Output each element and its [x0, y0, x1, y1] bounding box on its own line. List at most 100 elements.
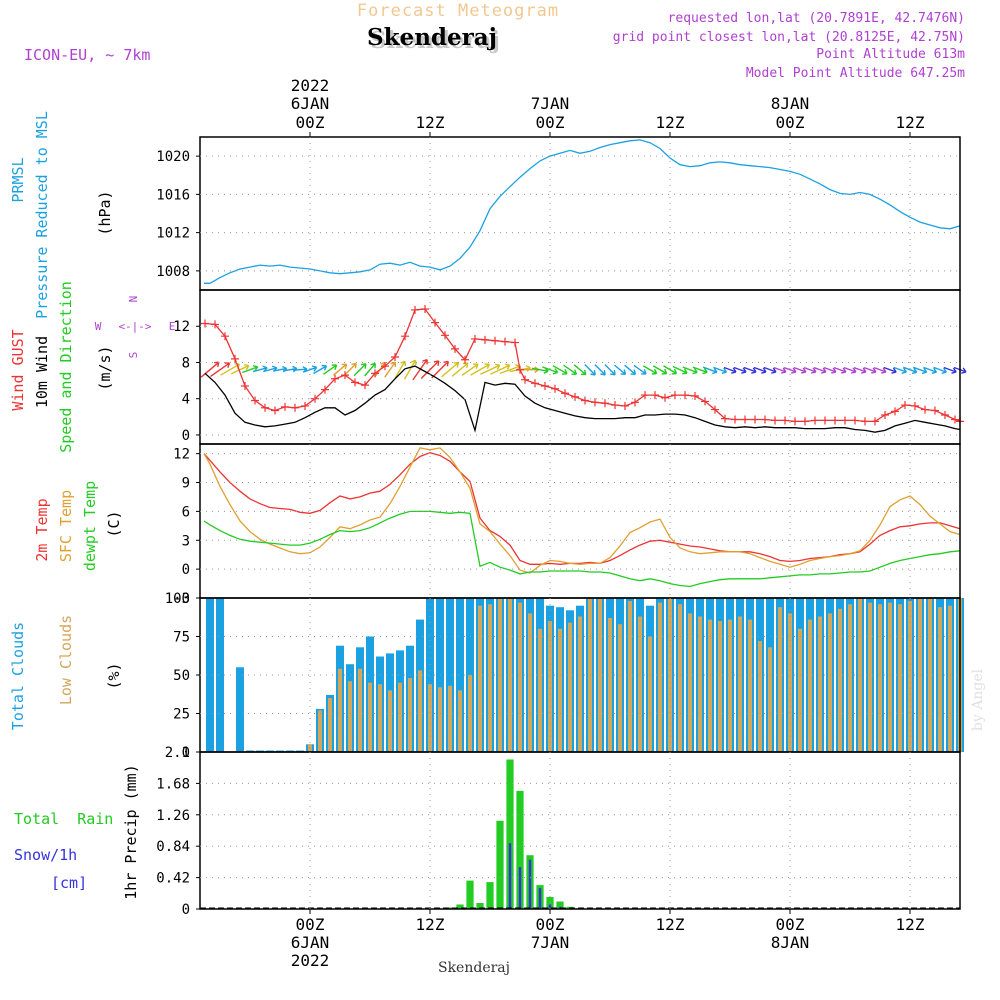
bottom-hour-label: 12Z [656, 915, 685, 934]
top-date-label: 8JAN [771, 94, 810, 113]
wind-direction-arrow [220, 363, 241, 376]
low-cloud-bar [568, 622, 572, 752]
low-cloud-bar [528, 613, 532, 752]
wind-direction-arrow [853, 366, 867, 374]
compass-indicator: N W <-|-> E S [95, 296, 176, 359]
ytick-label-clouds: 100 [165, 591, 190, 607]
low-cloud-bar [898, 604, 902, 752]
wind-direction-arrow [313, 364, 328, 375]
ytick-label-wind: 12 [173, 319, 190, 335]
gust-marker [591, 398, 599, 407]
bottom-hour-label: 12Z [416, 915, 445, 934]
gust-marker [516, 365, 524, 374]
wind-direction-arrow [823, 366, 837, 374]
series-sfc-temp [203, 447, 961, 574]
wind-direction-arrow [604, 364, 616, 376]
gust-marker [351, 378, 359, 387]
wind-direction-arrow [431, 360, 449, 379]
gust-marker [231, 354, 239, 363]
label-1hr-precip: 1hr Precip (mm) [122, 764, 140, 899]
wind-direction-arrow [490, 363, 511, 375]
ytick-label-wind: 0 [182, 428, 190, 444]
low-cloud-bar [348, 681, 352, 752]
low-cloud-bar [738, 616, 742, 752]
low-cloud-bar [358, 668, 362, 752]
low-cloud-bar [558, 628, 562, 752]
low-cloud-bar [888, 602, 892, 752]
panel-frame-precip [199, 751, 961, 910]
svg-text:(m/s): (m/s) [96, 345, 114, 390]
ytick-label-clouds: 50 [173, 668, 190, 684]
gust-marker [481, 335, 489, 344]
total-cloud-bar [236, 667, 244, 752]
low-cloud-bar [608, 618, 612, 752]
location-shadow: Skenderaj [370, 27, 500, 54]
ytick-label-temperature: 12 [173, 447, 190, 463]
gust-marker [771, 416, 779, 425]
wind-direction-arrow [833, 366, 847, 374]
series-10m-wind [204, 365, 961, 433]
low-cloud-bar [648, 636, 652, 752]
top-hour-label: 12Z [656, 113, 685, 132]
gust-marker [571, 392, 579, 401]
gust-marker [331, 374, 339, 383]
gust-marker [681, 391, 689, 400]
gust-marker [751, 415, 759, 424]
rain-bar [456, 904, 464, 909]
gust-marker [391, 353, 399, 362]
snow-bar [538, 888, 542, 909]
wind-direction-arrow [943, 366, 957, 374]
gust-marker [221, 332, 229, 341]
label-cm: [cm] [51, 874, 87, 892]
low-cloud-bar [708, 619, 712, 752]
gust-marker [261, 403, 269, 412]
low-cloud-bar [798, 628, 802, 752]
ytick-label-clouds: 0 [182, 745, 190, 761]
label-total-rain: Total Rain [14, 810, 113, 828]
total-cloud-bar [426, 598, 434, 752]
wind-direction-arrow [913, 366, 928, 375]
low-cloud-bar [748, 619, 752, 752]
total-cloud-bar [446, 598, 454, 752]
watermark: by Angel [970, 668, 986, 731]
low-cloud-bar [338, 668, 342, 752]
low-cloud-bar [368, 682, 372, 752]
wind-direction-arrow [412, 358, 428, 381]
wind-direction-arrow [480, 363, 501, 375]
bottom-hour-label: 12Z [896, 915, 925, 934]
ytick-label-precip: 0.42 [156, 871, 190, 887]
gust-marker [541, 382, 549, 391]
snow-bar [518, 867, 522, 909]
wind-direction-arrow [723, 366, 737, 374]
svg-text:Low Clouds: Low Clouds [57, 615, 75, 705]
svg-text:1hr Precip (mm): 1hr Precip (mm) [122, 764, 140, 899]
gust-marker [251, 396, 259, 405]
ytick-label-pressure: 1016 [156, 187, 190, 203]
total-cloud-bar [206, 598, 214, 752]
low-cloud-bar [408, 678, 412, 752]
top-hour-label: 00Z [776, 113, 805, 132]
panel-frame-pressure [199, 136, 961, 291]
gust-marker [901, 401, 909, 410]
wind-direction-arrow [441, 361, 460, 378]
gust-marker [731, 415, 739, 424]
bottom-hour-label: 00Z [776, 915, 805, 934]
wind-direction-arrow [353, 363, 367, 377]
low-cloud-bar [618, 624, 622, 752]
wind-direction-arrow [624, 364, 637, 375]
wind-direction-arrow [783, 366, 797, 374]
label-pressure: Pressure Reduced to MSL [33, 111, 51, 319]
wind-direction-arrow [933, 366, 947, 374]
ytick-label-precip: 1.68 [156, 776, 190, 792]
series-wind-gust [204, 308, 961, 423]
gust-marker [281, 402, 289, 411]
low-cloud-bar [688, 613, 692, 752]
ytick-label-precip: 2.1 [165, 745, 190, 761]
gust-marker [211, 320, 219, 329]
low-cloud-bar [538, 628, 542, 752]
low-cloud-bar [938, 607, 942, 752]
gust-marker [911, 401, 919, 410]
gust-marker [921, 405, 929, 414]
low-cloud-bar [698, 616, 702, 752]
